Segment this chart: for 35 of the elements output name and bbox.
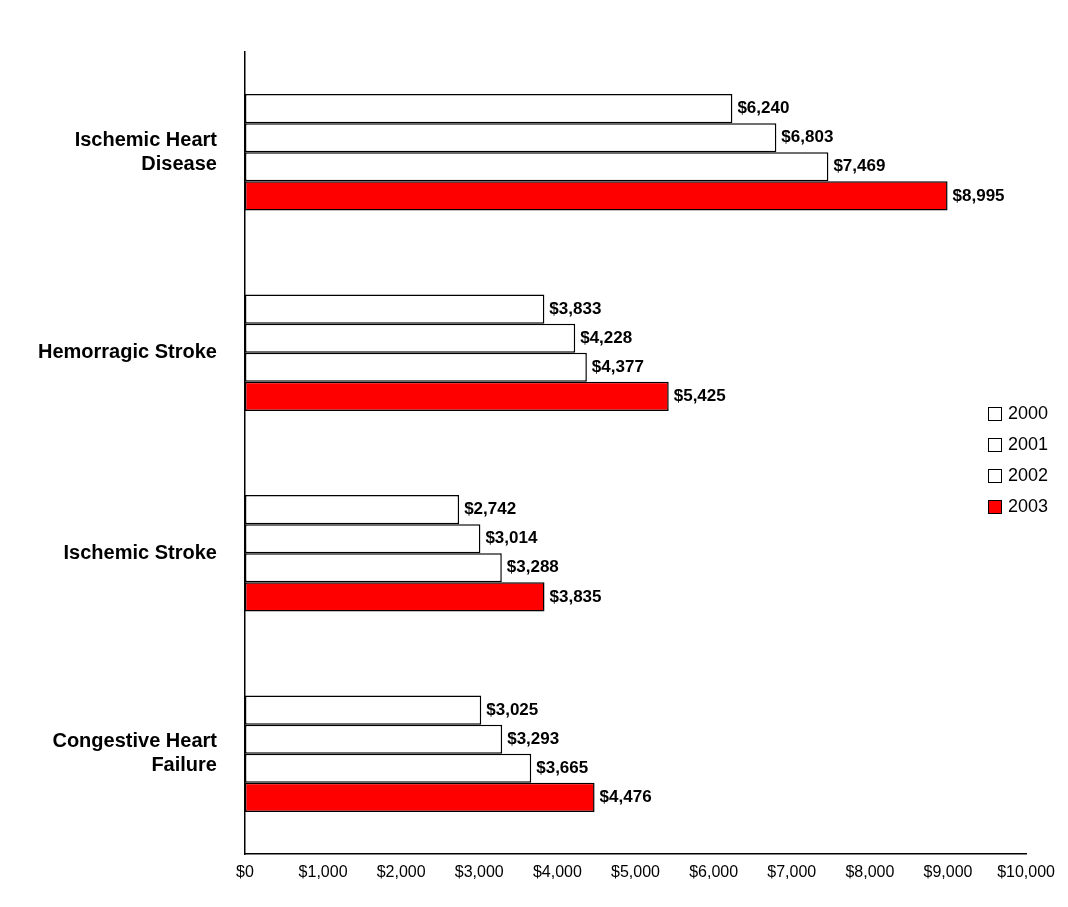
x-tick-label: $10,000 xyxy=(997,863,1056,881)
data-label: $4,476 xyxy=(599,787,652,807)
x-tick-label: $1,000 xyxy=(298,863,348,881)
x-tick-label: $0 xyxy=(236,863,254,881)
data-label: $3,665 xyxy=(536,757,589,777)
x-tick-label: $8,000 xyxy=(845,863,895,881)
data-label: $3,014 xyxy=(485,528,538,548)
data-label: $3,293 xyxy=(507,728,560,748)
y-tick-label: Ischemic Heart Disease xyxy=(74,127,218,174)
text: 2002 xyxy=(1007,465,1048,486)
y-tick-label: Congestive Heart Failure xyxy=(52,729,218,776)
x-tick-label: $2,000 xyxy=(376,863,426,881)
x-tick-label: $9,000 xyxy=(923,863,973,881)
x-tick-label: $3,000 xyxy=(454,863,504,881)
legend-label: 2003 xyxy=(1007,496,1048,517)
data-label: $4,377 xyxy=(591,356,644,376)
data-label: $6,803 xyxy=(781,127,834,147)
data-label: $3,835 xyxy=(549,586,602,606)
x-tick-label: $5,000 xyxy=(611,863,661,881)
data-label: $6,240 xyxy=(737,98,790,118)
text: 2001 xyxy=(1007,434,1048,455)
x-tick-label: $6,000 xyxy=(689,863,739,881)
text: 2000 xyxy=(1007,403,1048,424)
data-label: $7,469 xyxy=(833,156,886,176)
x-tick-label: $7,000 xyxy=(767,863,817,881)
data-label: $2,742 xyxy=(464,499,517,519)
data-label: $4,228 xyxy=(580,327,633,347)
data-label: $8,995 xyxy=(952,185,1005,205)
data-label: $3,288 xyxy=(506,557,559,577)
data-label: $5,425 xyxy=(673,386,726,406)
y-tick-label: Hemorragic Stroke xyxy=(37,340,217,363)
data-label: $3,833 xyxy=(549,298,602,318)
data-label: $3,025 xyxy=(486,699,539,719)
x-tick-label: $4,000 xyxy=(532,863,582,881)
y-tick-label: Ischemic Stroke xyxy=(63,540,217,563)
